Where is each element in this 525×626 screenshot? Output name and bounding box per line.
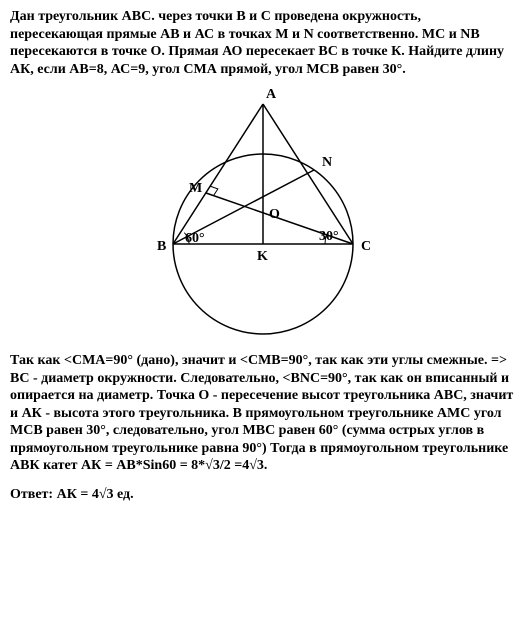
- svg-text:C: C: [361, 239, 371, 254]
- svg-text:N: N: [322, 155, 332, 170]
- answer-text: Ответ: АК = 4√3 ед.: [10, 487, 515, 503]
- svg-text:60°: 60°: [185, 231, 205, 246]
- solution-text: Так как <СМА=90° (дано), значит и <СМВ=9…: [10, 352, 515, 475]
- svg-text:A: A: [266, 87, 277, 102]
- problem-text: Дан треугольник АВС. через точки В и С п…: [10, 8, 515, 78]
- svg-text:B: B: [157, 239, 166, 254]
- svg-text:M: M: [189, 181, 202, 196]
- geometry-diagram: 60° 30° A B C N M O K: [10, 84, 515, 344]
- svg-text:K: K: [257, 249, 268, 264]
- svg-text:O: O: [269, 207, 280, 222]
- svg-text:30°: 30°: [319, 229, 339, 244]
